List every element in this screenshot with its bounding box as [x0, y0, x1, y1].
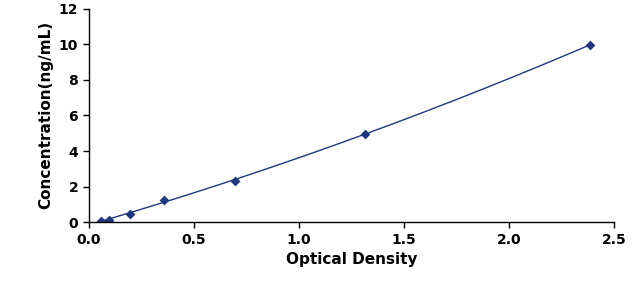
Y-axis label: Concentration(ng/mL): Concentration(ng/mL): [38, 21, 53, 209]
Point: [360, 131, 370, 136]
Point: [125, 212, 135, 216]
Point: [104, 217, 115, 222]
Point: [585, 42, 595, 47]
Point: [159, 198, 169, 202]
X-axis label: Optical Density: Optical Density: [285, 252, 417, 267]
Point: [230, 178, 240, 183]
Point: [96, 219, 106, 223]
